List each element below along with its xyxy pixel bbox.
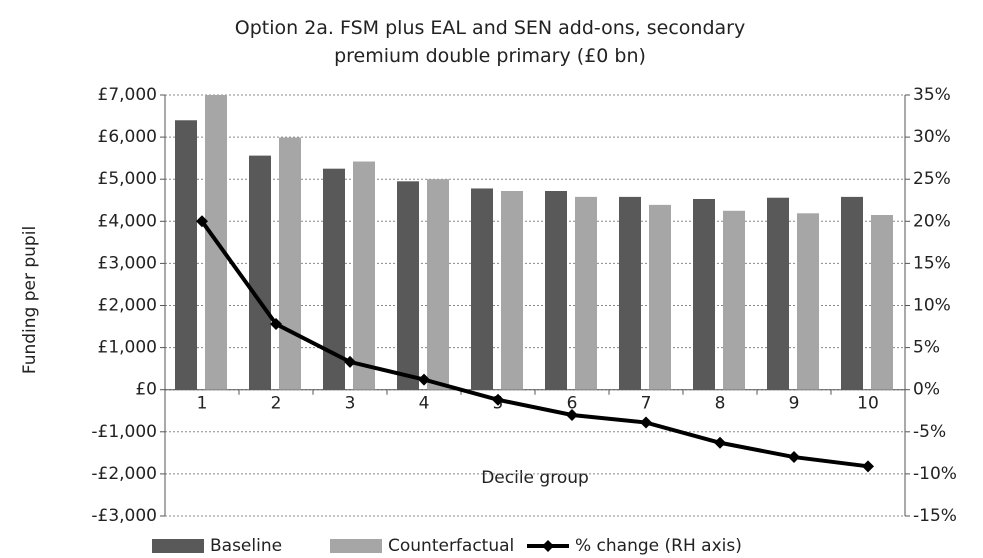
bar	[323, 168, 345, 390]
x-tick-label: 4	[419, 394, 430, 414]
bar	[871, 214, 893, 390]
y-tick-label: £2,000	[98, 296, 157, 316]
x-tick-label: 3	[345, 394, 356, 414]
bar	[353, 161, 375, 390]
line-marker	[862, 460, 874, 473]
x-tick-label: 10	[857, 394, 879, 414]
y-tick-label: £6,000	[98, 127, 157, 147]
bar	[797, 213, 819, 390]
y-axis-label: Funding per pupil	[20, 226, 40, 374]
bar	[723, 210, 745, 390]
y-tick-label: £7,000	[98, 85, 157, 105]
line-marker	[492, 393, 504, 406]
y2-tick-label: 35%	[913, 85, 951, 105]
legend-label: Counterfactual	[388, 536, 514, 556]
legend-label: % change (RH axis)	[575, 536, 742, 556]
line-marker	[714, 436, 726, 449]
line	[200, 220, 869, 469]
y2-tick-label: 5%	[913, 338, 940, 358]
y2-tick-label: 15%	[913, 253, 951, 273]
legend-label: Baseline	[210, 536, 282, 556]
chart-title: Option 2a. FSM plus EAL and SEN add-ons,…	[234, 17, 746, 67]
bar	[279, 137, 301, 390]
bar	[427, 179, 449, 390]
y2-tick-label: 0%	[913, 380, 940, 400]
y-tick-label: -£3,000	[91, 506, 157, 526]
x-tick-label: 9	[789, 394, 800, 414]
y-tick-label: -£1,000	[91, 422, 157, 442]
y-tick-label: £3,000	[98, 253, 157, 273]
bar	[545, 190, 567, 390]
line-marker	[788, 451, 800, 464]
bar	[693, 198, 715, 390]
y-tick-label: £1,000	[98, 338, 157, 358]
x-axis-label: Decile group	[481, 468, 589, 488]
y2-tick-label: -15%	[913, 506, 957, 526]
x-tick-label: 6	[567, 394, 578, 414]
y2-tick-label: 10%	[913, 296, 951, 316]
x-tick-label: 1	[197, 394, 208, 414]
x-tick-label: 2	[271, 394, 282, 414]
bar	[175, 120, 197, 390]
legend-swatch	[152, 539, 204, 553]
y-tick-label: £5,000	[98, 169, 157, 189]
y-tick-label: £4,000	[98, 211, 157, 231]
line-marker	[196, 215, 208, 228]
bar	[649, 204, 671, 390]
line-marker	[344, 355, 356, 368]
bar	[841, 196, 863, 390]
bar	[767, 197, 789, 390]
line-marker	[640, 416, 652, 429]
bar	[501, 190, 523, 390]
bar	[397, 181, 419, 390]
line-marker	[418, 373, 430, 386]
legend-marker	[542, 540, 554, 552]
bar	[619, 196, 641, 390]
y2-tick-label: -10%	[913, 464, 957, 484]
legend-swatch	[330, 539, 382, 553]
bar	[575, 196, 597, 390]
line-marker	[270, 318, 282, 331]
x-tick-label: 8	[715, 394, 726, 414]
y2-tick-label: -5%	[913, 422, 946, 442]
y-tick-label: £0	[135, 380, 157, 400]
y2-tick-label: 25%	[913, 169, 951, 189]
x-tick-label: 7	[641, 394, 652, 414]
line-marker	[566, 408, 578, 421]
bar	[249, 155, 271, 390]
y2-tick-label: 30%	[913, 127, 951, 147]
y2-tick-label: 20%	[913, 211, 951, 231]
y-tick-label: -£2,000	[91, 464, 157, 484]
bar	[471, 188, 493, 390]
